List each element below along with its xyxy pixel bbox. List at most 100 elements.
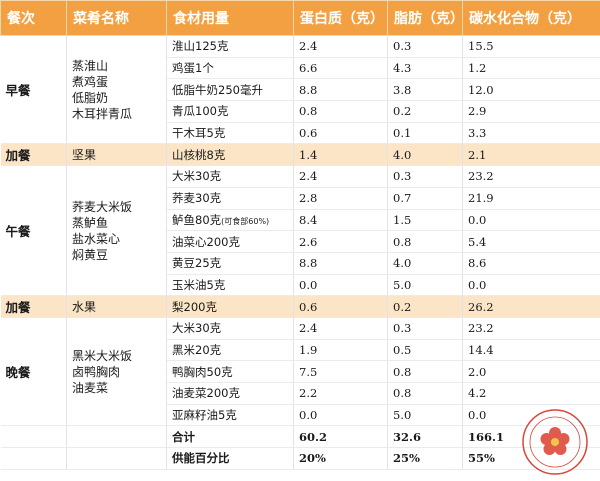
- meal-cell: 晚餐: [0, 317, 67, 427]
- fat-cell: 0.1: [387, 122, 463, 145]
- ingredient-name: 油麦菜200克: [172, 386, 240, 401]
- fat-cell: 0.2: [387, 295, 463, 318]
- carb-cell: 2.9: [462, 100, 600, 123]
- dish-name: 水果: [72, 299, 97, 314]
- fat-cell: 0.8: [387, 230, 463, 253]
- dish-name: 煮鸡蛋: [72, 74, 109, 89]
- ingredient-name: 油菜心200克: [172, 234, 240, 249]
- dish-name: 盐水菜心: [72, 231, 121, 246]
- header-ingredient: 食材用量: [166, 0, 294, 36]
- table-row: 鸭胸肉50克 7.5 0.8 2.0: [1, 360, 600, 383]
- total-empty-cell: [0, 447, 67, 470]
- ingredient-name: 鲈鱼80克: [172, 212, 222, 227]
- ingredient-name: 青瓜100克: [172, 104, 229, 119]
- table-row: 黑米20克 1.9 0.5 14.4: [1, 339, 600, 362]
- fat-cell: 4.0: [387, 143, 463, 167]
- carb-cell: 1.2: [462, 57, 600, 80]
- ingredient-cell: 黄豆25克: [166, 252, 294, 275]
- table-row: 午餐 荞麦大米饭 蒸鲈鱼 盐水菜心 焖黄豆 大米30克 2.4 0.3 23.2: [0, 165, 600, 297]
- fat-cell: 0.5: [387, 339, 463, 362]
- dish-cell: 坚果: [66, 143, 167, 167]
- total-fat: 32.6: [387, 425, 463, 449]
- meal-cell: 午餐: [0, 165, 67, 297]
- fat-cell: 3.8: [387, 78, 463, 102]
- ingredient-name: 淮山125克: [172, 39, 229, 54]
- header-protein: 蛋白质（克）: [293, 0, 388, 36]
- ingredient-cell: 大米30克: [166, 317, 294, 340]
- fat-cell: 0.3: [387, 317, 463, 340]
- dish-name: 蒸淮山: [72, 58, 109, 73]
- protein-cell: 2.4: [293, 317, 388, 340]
- ingredient-cell: 荞麦30克: [166, 187, 294, 210]
- protein-cell: 8.8: [293, 78, 388, 102]
- carb-cell: 15.5: [462, 35, 600, 58]
- protein-cell: 2.2: [293, 382, 388, 405]
- protein-cell: 0.6: [293, 295, 388, 318]
- ingredient-name: 山核桃8克: [172, 147, 226, 162]
- dish-cell: 黑米大米饭 卤鸭胸肉 油麦菜: [66, 317, 167, 427]
- ingredient-note: (可食部60%): [221, 216, 270, 226]
- protein-cell: 0.6: [293, 122, 388, 145]
- dish-name: 蒸鲈鱼: [72, 215, 109, 230]
- ingredient-cell: 油菜心200克: [166, 230, 294, 253]
- ingredient-name: 荞麦30克: [172, 191, 222, 206]
- table-row: 油菜心200克 2.6 0.8 5.4: [1, 230, 600, 253]
- table-row: 青瓜100克 0.8 0.2 2.9: [1, 100, 600, 123]
- carb-cell: 0.0: [462, 404, 600, 427]
- ingredient-cell: 大米30克: [166, 165, 294, 188]
- carb-cell: 23.2: [462, 165, 600, 188]
- ingredient-cell: 鸡蛋1个: [166, 57, 294, 80]
- dish-name: 木耳拌青瓜: [72, 106, 133, 121]
- carb-cell: 2.0: [462, 360, 600, 383]
- total-empty-cell: [0, 425, 67, 449]
- protein-cell: 1.4: [293, 143, 388, 167]
- ingredient-cell: 鸭胸肉50克: [166, 360, 294, 383]
- table-row: 加餐 坚果 山核桃8克 1.4 4.0 2.1: [0, 143, 600, 167]
- logo-seal-icon: [522, 409, 588, 475]
- total-label: 合计: [166, 425, 294, 449]
- carb-cell: 23.2: [462, 317, 600, 340]
- ingredient-cell: 油麦菜200克: [166, 382, 294, 405]
- fat-cell: 0.8: [387, 382, 463, 405]
- ingredient-name: 玉米油5克: [172, 277, 226, 292]
- total-carb: 55%: [462, 447, 600, 470]
- ingredient-cell: 山核桃8克: [166, 143, 294, 167]
- table-row: 鲈鱼80克(可食部60%) 8.4 1.5 0.0: [1, 209, 600, 232]
- fat-cell: 0.7: [387, 187, 463, 210]
- table-row: 玉米油5克 0.0 5.0 0.0: [1, 274, 600, 297]
- fat-cell: 4.3: [387, 57, 463, 80]
- ingredient-name: 鸡蛋1个: [172, 61, 214, 76]
- header-fat: 脂肪（克）: [387, 0, 464, 36]
- ingredient-name: 梨200克: [172, 299, 217, 314]
- protein-cell: 1.9: [293, 339, 388, 362]
- carb-cell: 2.1: [462, 143, 600, 167]
- diet-plan-table: 餐次 菜肴名称 食材用量 蛋白质（克） 脂肪（克） 碳水化合物（克） 早餐 蒸淮山…: [0, 0, 600, 470]
- table-row: 荞麦30克 2.8 0.7 21.9: [1, 187, 600, 210]
- total-empty-cell: [66, 425, 167, 449]
- meal-cell: 早餐: [0, 35, 67, 145]
- ingredient-name: 鸭胸肉50克: [172, 364, 233, 379]
- total-protein: 20%: [293, 447, 388, 470]
- fat-cell: 0.3: [387, 165, 463, 188]
- table-row: 加餐 水果 梨200克 0.6 0.2 26.2: [0, 295, 600, 318]
- dish-name: 低脂奶: [72, 90, 109, 105]
- carb-cell: 3.3: [462, 122, 600, 145]
- total-protein: 60.2: [293, 425, 388, 449]
- protein-cell: 6.6: [293, 57, 388, 80]
- dish-name: 坚果: [72, 147, 97, 162]
- table-body: 早餐 蒸淮山 煮鸡蛋 低脂奶 木耳拌青瓜 淮山125克 2.4 0.3 15.5 鸡蛋1个 6.6 4…: [0, 35, 600, 470]
- table-row: 低脂牛奶250毫升 8.8 3.8 12.0: [1, 78, 600, 102]
- ingredient-name: 大米30克: [172, 321, 222, 336]
- dish-name: 卤鸭胸肉: [72, 364, 121, 379]
- total-row: 合计 60.2 32.6 166.1: [0, 425, 600, 449]
- ingredient-name: 黑米20克: [172, 342, 222, 357]
- dish-cell: 荞麦大米饭 蒸鲈鱼 盐水菜心 焖黄豆: [66, 165, 167, 297]
- protein-cell: 2.6: [293, 230, 388, 253]
- table-row: 亚麻籽油5克 0.0 5.0 0.0: [1, 404, 600, 427]
- carb-cell: 21.9: [462, 187, 600, 210]
- header-dish: 菜肴名称: [66, 0, 167, 36]
- carb-cell: 12.0: [462, 78, 600, 102]
- header-row: 餐次 菜肴名称 食材用量 蛋白质（克） 脂肪（克） 碳水化合物（克）: [0, 0, 600, 36]
- carb-cell: 8.6: [462, 252, 600, 275]
- ingredient-cell: 淮山125克: [166, 35, 294, 58]
